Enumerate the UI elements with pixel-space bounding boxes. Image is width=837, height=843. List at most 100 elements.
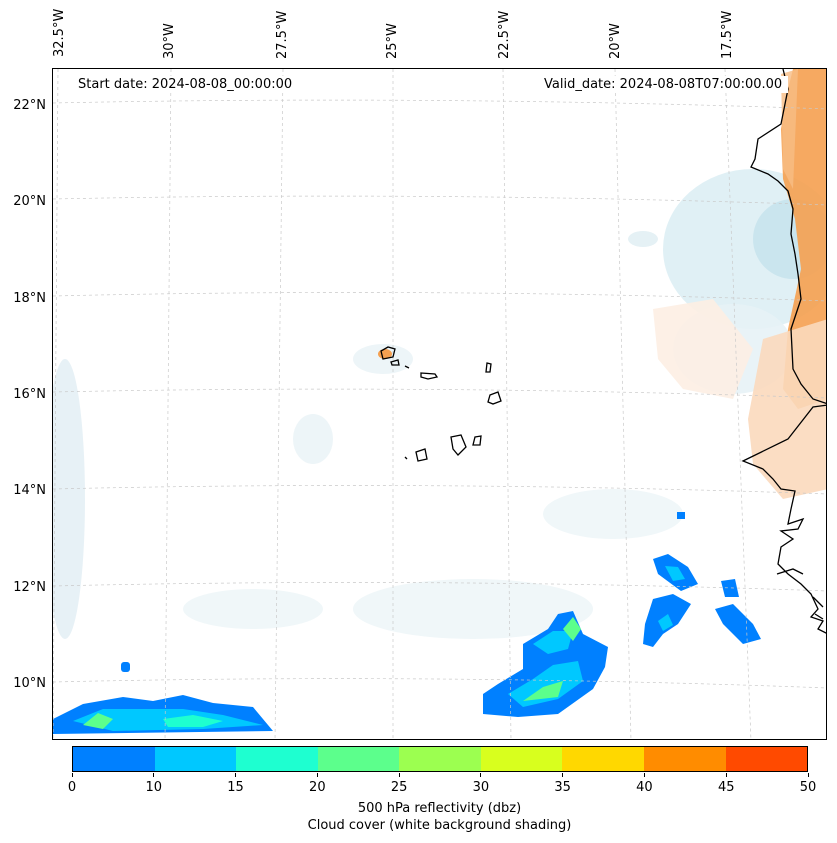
lat-label: 18°N [13,291,46,306]
reflectivity-area [508,661,583,707]
colorbar-segment [317,747,400,771]
island-coastline [487,391,502,405]
colorbar-tick-label: 35 [554,780,571,795]
reflectivity-area [563,617,581,641]
reflectivity-area [533,631,573,654]
lon-label: 17.5°W [720,10,735,59]
island-coastline [472,435,482,446]
colorbar-tick [235,773,237,777]
lat-label: 14°N [13,483,46,498]
land-warm-region [748,319,826,499]
colorbar-segment [480,747,563,771]
meridian-line [724,69,752,739]
cloud-patch [293,414,333,464]
colorbar-tick-label: 45 [717,780,735,795]
colorbar-tick [480,773,482,777]
lat-label: 12°N [13,580,46,595]
reflectivity-contours [53,512,761,734]
lat-label: 20°N [13,194,46,209]
reflectivity-area [523,681,563,701]
colorbar-tick [725,773,727,777]
colorbar-tick-label: 30 [472,780,490,795]
graticule [53,69,826,739]
colorbar-segment [643,747,726,771]
land-shading [378,69,826,499]
parallel-line [53,485,826,495]
colorbar-segment [562,747,644,771]
parallel-line [53,678,826,689]
africa-coastline [750,69,826,405]
colorbar-tick [71,773,73,777]
lon-label: 20°W [608,23,623,59]
lat-label: 16°N [13,387,46,402]
colorbar-tick-label: 10 [145,780,163,795]
colorbar-segment [236,747,318,771]
island-coastline [380,346,396,360]
valid-date-label: Valid_date: 2024-08-08T07:00:00.00 [538,76,789,93]
island-coastline [485,362,492,373]
colorbar-tick [316,773,318,777]
reflectivity-area [665,566,685,581]
lon-label: 32.5°W [52,8,67,57]
cloud-patch [353,579,593,639]
reflectivity-area [721,579,739,597]
lat-label: 22°N [13,98,46,113]
cloud-patch [628,231,658,247]
colorbar-tick-label: 40 [636,780,653,795]
parallel-line [53,292,826,302]
reflectivity-cell [121,662,130,672]
reflectivity-area [83,713,113,729]
island-coastline [415,448,428,462]
colorbar-tick-label: 15 [227,780,244,795]
colorbar-tick [807,773,809,777]
meridian-line [614,69,632,739]
island-coastline [404,365,410,369]
colorbar-segment [725,747,808,771]
reflectivity-area [715,604,761,644]
map-canvas [53,69,826,739]
parallel-line [53,388,826,399]
parallel-line [53,195,826,206]
colorbar [72,746,808,772]
colorbar-tick-label: 50 [799,780,817,795]
colorbar-tick [153,773,155,777]
islands-coastline [812,596,824,620]
parallel-line [53,582,826,592]
cloud-patch [53,359,85,639]
land-warm-region [653,299,753,399]
meridian-line [164,69,172,739]
island-coastline [390,359,400,366]
meridian-line [53,69,59,739]
colorbar-tick [562,773,564,777]
cloud-cover-shading [53,169,826,639]
africa-coastline [741,404,826,634]
map-panel [52,68,827,740]
lon-label: 22.5°W [497,10,512,59]
meridian-line [274,69,284,739]
lon-label: 27.5°W [275,10,290,59]
colorbar-tick [398,773,400,777]
reflectivity-area [658,614,673,631]
colorbar-title: 500 hPa reflectivity (dbz) [357,801,522,816]
lon-label: 30°W [162,23,177,59]
land-warm-region [781,69,798,189]
coastlines [380,69,826,634]
gambia-river [776,568,804,575]
meridian-line [502,69,512,739]
reflectivity-cell [677,512,685,519]
parallel-line [53,99,826,110]
colorbar-tick-label: 0 [67,780,77,795]
colorbar-tick-label: 25 [390,780,408,795]
colorbar-segment [399,747,481,771]
island-coastline [420,372,439,380]
lon-label: 25°W [385,23,400,59]
start-date-label: Start date: 2024-08-08_00:00:00 [72,76,299,93]
lat-label: 10°N [13,676,46,691]
cloud-patch [543,489,683,539]
cloud-patch [183,589,323,629]
colorbar-segment [73,747,155,771]
colorbar-subtitle: Cloud cover (white background shading) [307,818,572,833]
colorbar-tick-label: 20 [309,780,326,795]
colorbar-segment [154,747,237,771]
island-coastline [404,456,408,460]
